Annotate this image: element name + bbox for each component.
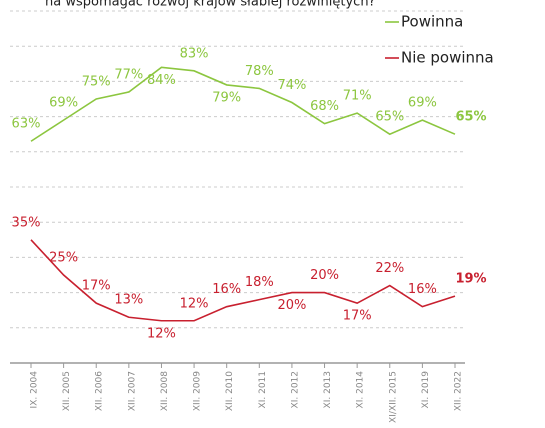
x-tick-label: XI. 2019 [421,371,431,409]
x-tick-label: XII. 2008 [160,371,170,411]
data-label: 84% [147,73,176,88]
data-label: 35% [12,215,41,230]
x-tick-label: XII. 2009 [193,371,203,411]
data-label: 65% [375,110,404,125]
series-line [30,239,456,322]
data-label: 17% [343,309,372,324]
x-tick-label: XI. 2013 [323,371,333,408]
data-label: 71% [343,89,372,104]
data-label: 65% [455,110,486,125]
x-tick-label: IX. 2004 [30,371,40,409]
data-label: 69% [49,96,78,111]
x-tick-label: XII. 2006 [95,371,105,411]
data-label: 75% [82,75,111,90]
data-label: 17% [82,279,111,294]
x-tick-label: XII. 2010 [225,371,235,411]
data-label: 77% [114,67,143,82]
data-label: 78% [245,64,274,79]
data-label: 68% [310,99,339,114]
data-label: 16% [408,282,437,297]
x-tick-label: XI. 2011 [258,371,268,408]
x-tick-label: XI. 2014 [356,371,366,409]
data-label: 25% [49,251,78,266]
series-line [30,66,456,142]
x-tick-label: XI/XII. 2015 [388,371,398,423]
data-label: 79% [212,90,241,105]
x-tick-label: XI. 2012 [290,371,300,408]
data-label: 69% [408,96,437,111]
data-label: 20% [277,298,306,313]
data-label: 12% [180,296,209,311]
data-label: 20% [310,268,339,283]
data-label: 83% [180,46,209,61]
data-label: 16% [212,282,241,297]
x-tick-label: XII. 2007 [127,371,137,411]
chart-title: na wspomagać rozwój krajów słabiej rozwi… [45,0,375,10]
data-label: 22% [375,261,404,276]
data-label: 19% [455,272,486,287]
data-label: 18% [245,275,274,290]
legend-label: Nie powinna [401,49,494,67]
data-label: 63% [12,117,41,132]
legend-label: Powinna [401,13,463,31]
x-tick-label: XII. 2022 [454,371,464,411]
data-label: 74% [277,78,306,93]
data-label: 13% [114,293,143,308]
x-tick-label: XII. 2005 [62,371,72,411]
data-label: 12% [147,326,176,341]
